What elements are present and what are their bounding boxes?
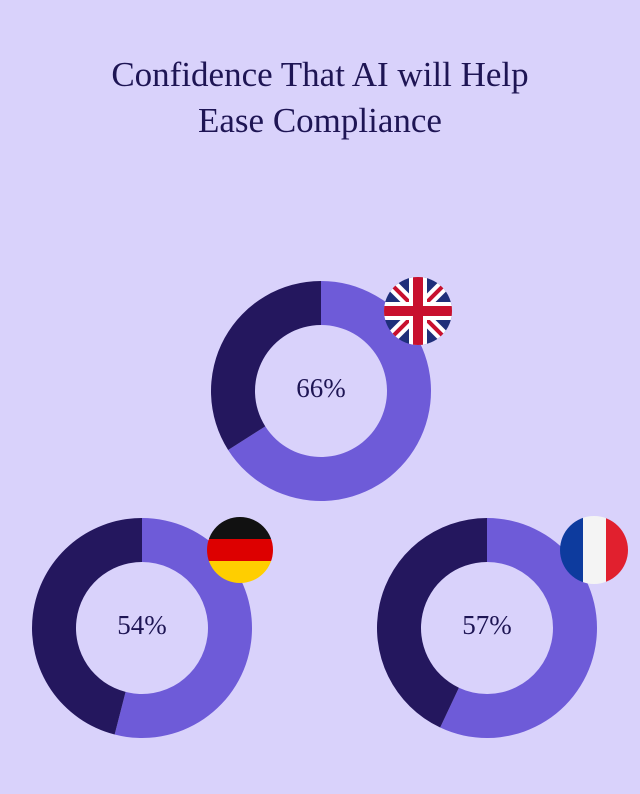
donut-segment xyxy=(32,518,142,735)
title: Confidence That AI will Help Ease Compli… xyxy=(111,55,529,140)
germany-flag xyxy=(207,517,273,583)
value-label: 57% xyxy=(462,610,512,640)
uk-flag xyxy=(384,277,452,345)
donut-segment xyxy=(377,518,487,728)
donut-segment xyxy=(228,281,432,502)
donut-segment xyxy=(440,518,597,739)
donut-segment xyxy=(211,281,321,450)
value-label: 66% xyxy=(296,373,346,403)
france-flag xyxy=(560,516,628,584)
value-label: 54% xyxy=(117,610,167,640)
